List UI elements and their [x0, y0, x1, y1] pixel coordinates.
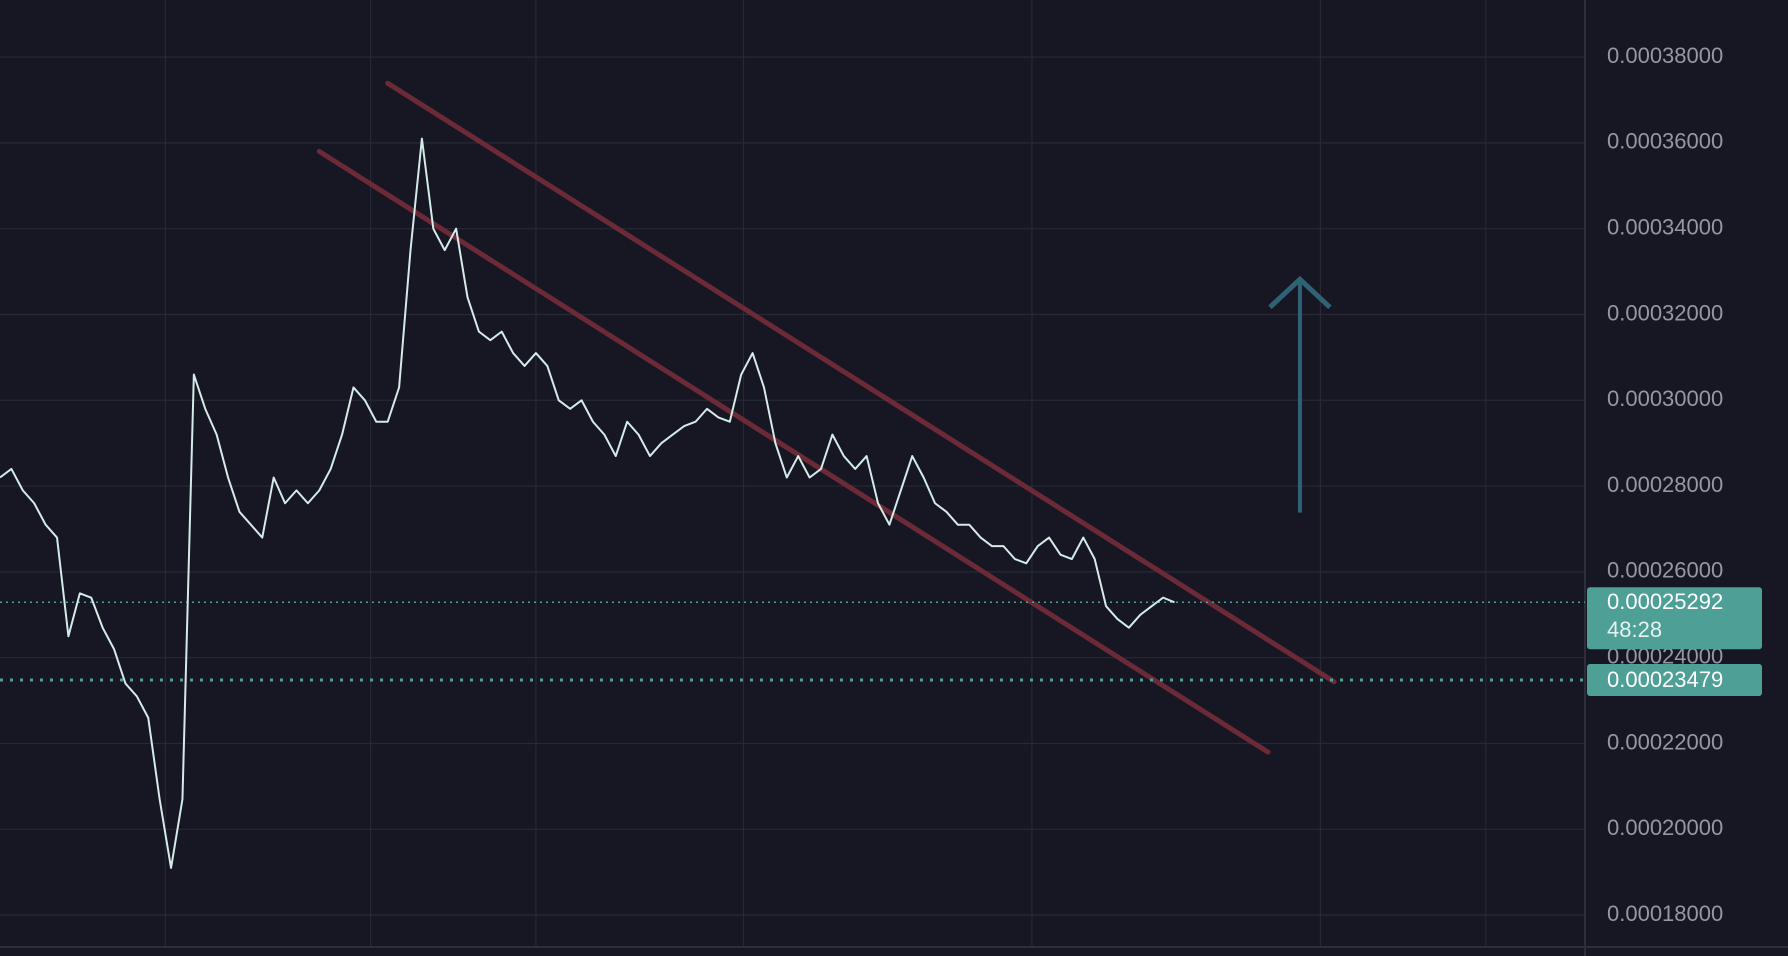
alert-badge-label: 0.00023479 [1607, 667, 1723, 692]
countdown: 48:28 [1607, 617, 1662, 642]
trendline [385, 80, 1337, 685]
y-tick-label: 0.00028000 [1607, 472, 1723, 497]
y-tick-label: 0.00036000 [1607, 129, 1723, 154]
y-tick-label: 0.00038000 [1607, 43, 1723, 68]
y-tick-label: 0.00018000 [1607, 901, 1723, 926]
price-badge-label: 0.00025292 [1607, 589, 1723, 614]
y-tick-label: 0.00032000 [1607, 300, 1723, 325]
arrow-head [1268, 275, 1332, 310]
price-badge [1587, 587, 1762, 650]
y-tick-label: 0.00026000 [1607, 558, 1723, 583]
trendline [316, 148, 1271, 755]
y-tick-label: 0.00022000 [1607, 729, 1723, 754]
y-tick-label: 0.00020000 [1607, 815, 1723, 840]
price-series [0, 137, 1175, 869]
alert-badge [1587, 664, 1762, 697]
y-tick-label: 0.00030000 [1607, 386, 1723, 411]
y-tick-label: 0.00034000 [1607, 214, 1723, 239]
